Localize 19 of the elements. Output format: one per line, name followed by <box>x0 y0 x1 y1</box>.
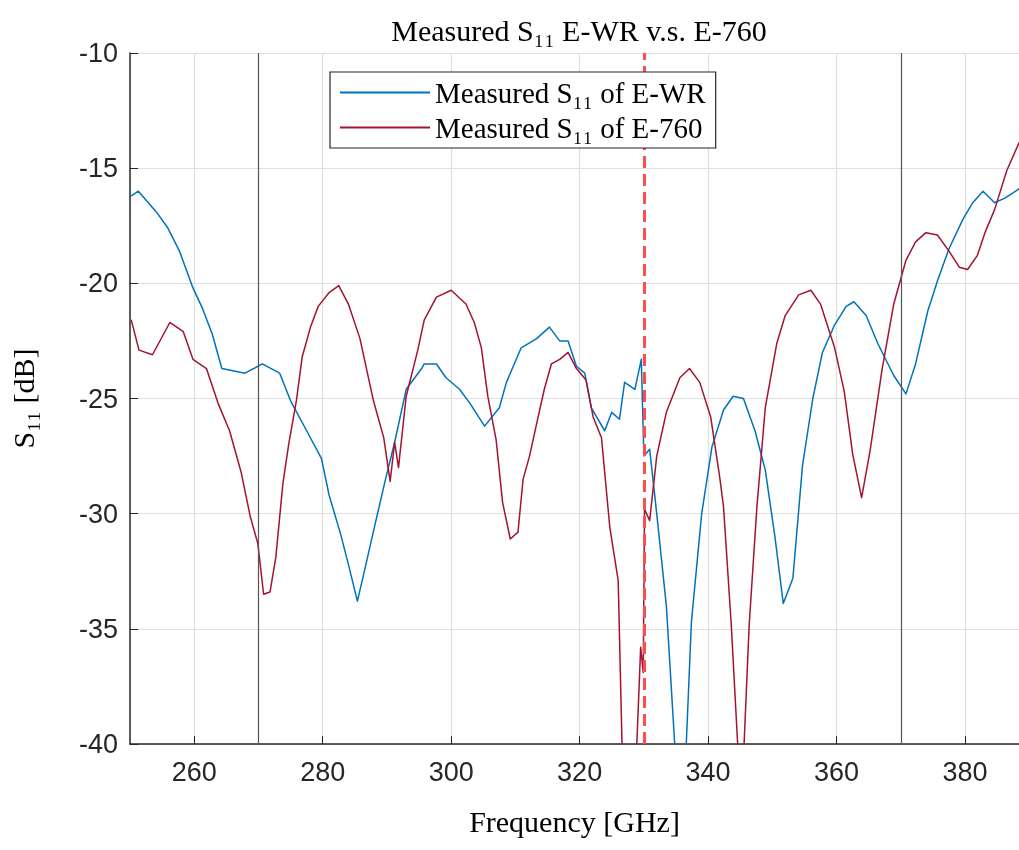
y-tick-label: -20 <box>78 268 118 299</box>
x-tick-label: 360 <box>814 756 860 787</box>
x-tick-label: 320 <box>557 756 603 787</box>
y-tick-label: -40 <box>78 729 118 759</box>
y-tick-label: -35 <box>78 613 118 644</box>
legend-label: Measured S₁₁ of E-WR <box>435 76 707 109</box>
y-tick-label: -10 <box>78 38 118 68</box>
y-tick-label: -30 <box>78 498 118 529</box>
x-tick-label: 300 <box>428 756 474 787</box>
y-tick-label: -25 <box>78 383 118 414</box>
x-tick-label: 380 <box>942 756 988 787</box>
x-axis-title: Frequency [GHz] <box>469 804 680 838</box>
y-tick-label: -15 <box>78 153 118 184</box>
x-tick-label: 340 <box>685 756 731 787</box>
x-tick-label: 260 <box>171 756 217 787</box>
x-tick-label: 280 <box>300 756 346 787</box>
y-axis-title: S₁₁ [dB] <box>6 348 40 449</box>
legend-label: Measured S₁₁ of E-760 <box>435 111 703 144</box>
chart-title: Measured S₁₁ E-WR v.s. E-760 <box>391 13 767 47</box>
